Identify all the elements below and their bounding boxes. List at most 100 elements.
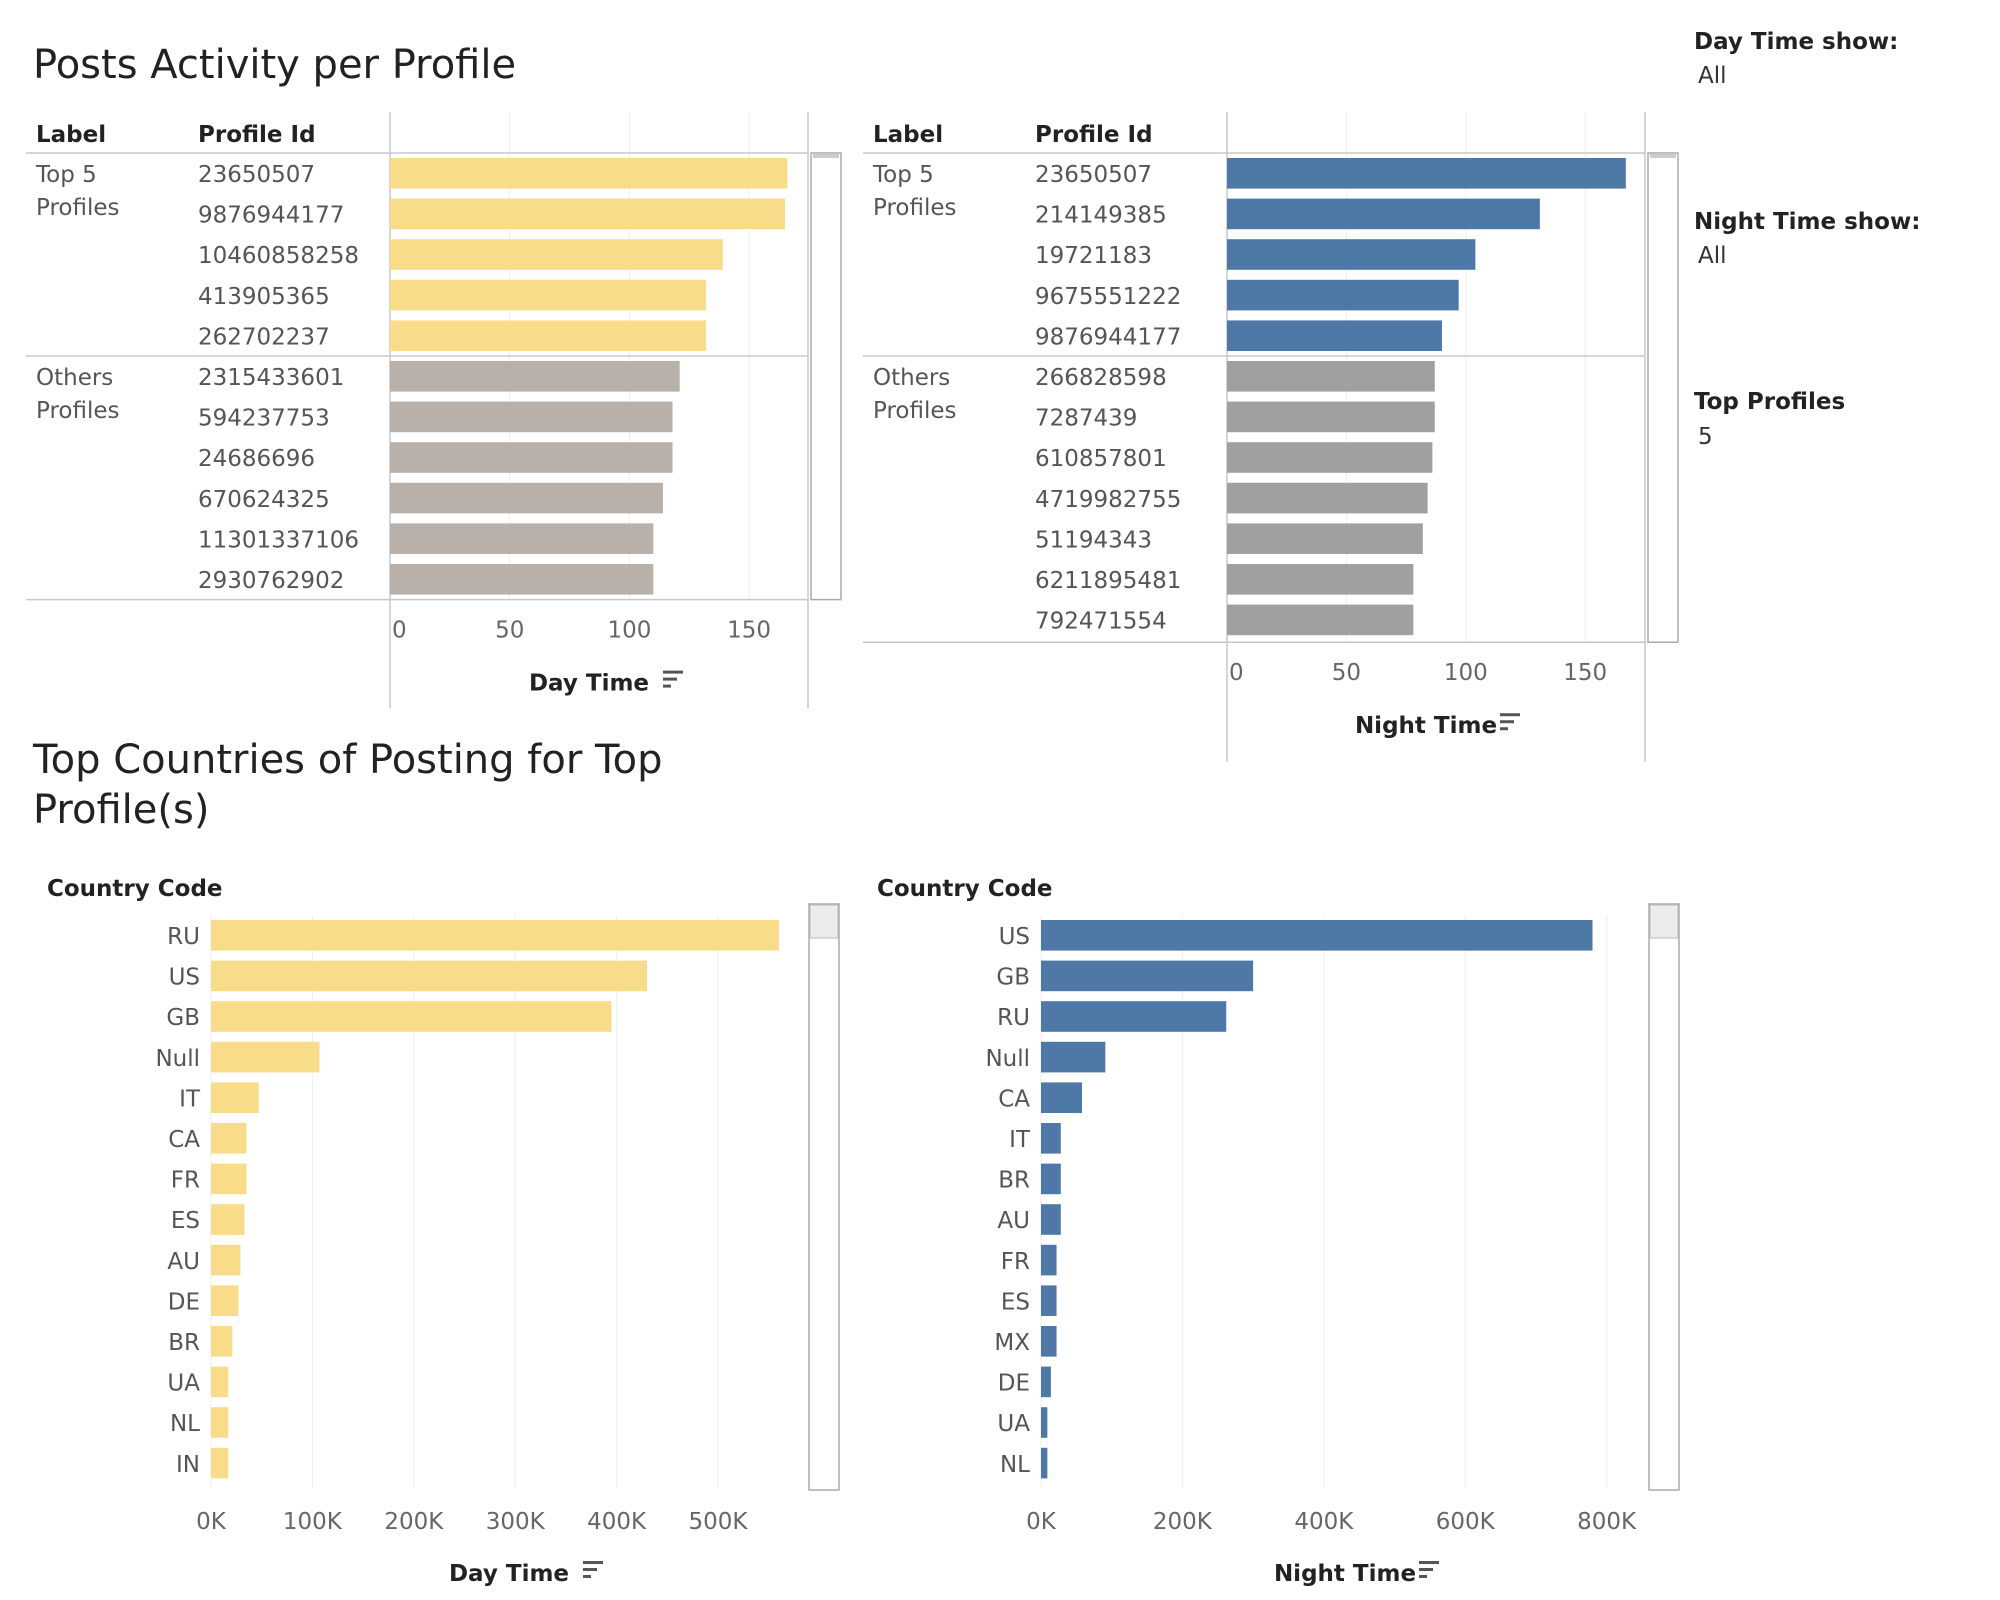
night-country-tick-label: 400K: [1294, 1509, 1354, 1535]
night-profile-tick-label: 50: [1332, 660, 1361, 686]
sort-descending-icon[interactable]: [1419, 1561, 1439, 1578]
night-country-bar[interactable]: [1041, 1163, 1061, 1195]
day-profile-bar[interactable]: [390, 158, 788, 189]
day-profile-profile-id: 2930762902: [198, 568, 344, 594]
night-country-bar[interactable]: [1041, 1001, 1227, 1032]
night-profile-group-label-line-2: Profiles: [873, 195, 957, 221]
night-country-bar[interactable]: [1041, 1407, 1048, 1438]
night-country-bar[interactable]: [1041, 960, 1254, 992]
night-time-filter-value[interactable]: All: [1698, 243, 1727, 269]
night-profile-bar[interactable]: [1227, 198, 1540, 230]
night-profile-bar[interactable]: [1227, 564, 1414, 595]
day-profile-bar[interactable]: [390, 401, 673, 433]
day-profile-bar[interactable]: [390, 239, 723, 270]
day-profile-rows: Top 5 Profiles 23650507 9876944177 104608582…: [35, 158, 788, 595]
night-time-country-chart: Country Code US GB RU Null CA IT BR AU FR ES MX DE UA…: [877, 876, 1680, 1587]
night-country-scrollbar[interactable]: [1648, 903, 1680, 1491]
day-country-scrollbar-thumb[interactable]: [809, 904, 839, 939]
day-profile-scrollbar-thumb[interactable]: [813, 154, 839, 158]
sort-icon-line: [583, 1561, 603, 1564]
night-profile-bar[interactable]: [1227, 401, 1435, 433]
night-country-bar[interactable]: [1041, 1447, 1048, 1479]
night-profile-bar[interactable]: [1227, 239, 1476, 270]
day-country-country-label: RU: [167, 924, 200, 950]
day-country-country-label: AU: [167, 1249, 200, 1275]
night-profile-scrollbar[interactable]: [1647, 152, 1679, 643]
night-country-country-label: CA: [998, 1086, 1030, 1112]
night-profile-group-label-line-1: Top 5: [872, 162, 934, 188]
day-profile-bar[interactable]: [390, 279, 707, 311]
day-profile-bar[interactable]: [390, 198, 786, 230]
day-profile-bar[interactable]: [390, 564, 654, 595]
night-profile-bar[interactable]: [1227, 523, 1423, 554]
day-profile-bar[interactable]: [390, 523, 654, 554]
night-profile-tick-label: 0: [1229, 660, 1244, 686]
night-country-country-label: IT: [1009, 1127, 1031, 1153]
night-country-bar[interactable]: [1041, 1326, 1057, 1357]
day-country-header: Country Code: [47, 876, 223, 902]
day-country-tick-label: 200K: [384, 1509, 444, 1535]
day-country-bar[interactable]: [211, 1326, 233, 1357]
night-profile-bar[interactable]: [1227, 279, 1459, 311]
day-country-bar[interactable]: [211, 920, 779, 951]
night-profile-bar[interactable]: [1227, 320, 1442, 351]
sort-descending-icon[interactable]: [583, 1561, 603, 1578]
day-profile-tick-label: 0: [392, 618, 407, 644]
day-profile-bar[interactable]: [390, 361, 680, 392]
day-country-bar[interactable]: [211, 1285, 239, 1316]
night-country-bar[interactable]: [1041, 1244, 1057, 1276]
day-time-filter-value[interactable]: All: [1698, 63, 1727, 89]
day-time-profile-chart: Label Profile Id Top 5 Profiles 23650507 9876…: [26, 112, 842, 708]
night-profile-profile-id: 792471554: [1035, 609, 1167, 635]
day-profile-profile-id: 10460858258: [198, 243, 359, 269]
day-profile-bar[interactable]: [390, 320, 707, 351]
night-time-profile-chart: Label Profile Id Top 5 Profiles 23650507 2141…: [863, 112, 1679, 762]
night-profile-profile-id: 214149385: [1035, 203, 1167, 229]
day-profile-scrollbar[interactable]: [810, 152, 842, 601]
sort-icon-line: [583, 1568, 597, 1571]
night-country-bar[interactable]: [1041, 1204, 1061, 1235]
day-country-scrollbar[interactable]: [808, 903, 840, 1491]
day-profile-bar[interactable]: [390, 442, 673, 473]
sort-icon-line: [1419, 1561, 1439, 1564]
day-country-bar[interactable]: [211, 1001, 612, 1032]
night-country-bar[interactable]: [1041, 1285, 1057, 1316]
top-profiles-filter-value[interactable]: 5: [1698, 424, 1713, 450]
day-profile-bar[interactable]: [390, 482, 663, 514]
night-profile-tick-label: 100: [1444, 660, 1488, 686]
day-country-bar[interactable]: [211, 1041, 320, 1073]
day-country-bar[interactable]: [211, 1366, 229, 1398]
day-country-bar[interactable]: [211, 1163, 247, 1195]
day-profile-header-profile-id: Profile Id: [198, 122, 316, 148]
day-country-bar[interactable]: [211, 1123, 247, 1154]
night-profile-bar[interactable]: [1227, 604, 1414, 636]
night-profile-bar[interactable]: [1227, 442, 1433, 473]
day-country-bar[interactable]: [211, 960, 648, 992]
day-country-bar[interactable]: [211, 1244, 241, 1276]
day-profile-group-label-line-1: Top 5: [35, 162, 97, 188]
night-profile-scrollbar-thumb[interactable]: [1650, 154, 1676, 158]
night-profile-bar[interactable]: [1227, 158, 1626, 189]
day-country-bar[interactable]: [211, 1447, 229, 1479]
day-profile-profile-id: 23650507: [198, 162, 315, 188]
day-country-bar[interactable]: [211, 1082, 259, 1113]
night-country-scrollbar-thumb[interactable]: [1649, 904, 1679, 939]
night-country-bar[interactable]: [1041, 1123, 1061, 1154]
night-country-bar[interactable]: [1041, 1041, 1106, 1073]
day-country-country-label: ES: [171, 1208, 200, 1234]
night-country-bar[interactable]: [1041, 1366, 1051, 1398]
sort-descending-icon[interactable]: [663, 670, 683, 688]
night-country-bar[interactable]: [1041, 1082, 1083, 1113]
day-profile-profile-id: 11301337106: [198, 527, 359, 553]
day-country-country-label: FR: [171, 1168, 200, 1194]
night-profile-bar[interactable]: [1227, 361, 1435, 392]
day-country-country-label: BR: [168, 1330, 200, 1356]
day-country-rows: RU US GB Null IT CA FR ES AU DE BR UA NL IN: [155, 920, 779, 1479]
day-country-bar[interactable]: [211, 1407, 229, 1438]
day-time-country-chart: Country Code RU US GB Null IT CA FR ES AU DE BR UA NL…: [47, 876, 840, 1587]
night-country-bar[interactable]: [1041, 920, 1593, 951]
night-profile-bar[interactable]: [1227, 482, 1428, 514]
day-country-bar[interactable]: [211, 1204, 245, 1235]
sort-descending-icon[interactable]: [1500, 713, 1520, 731]
day-country-tick-label: 400K: [587, 1509, 647, 1535]
